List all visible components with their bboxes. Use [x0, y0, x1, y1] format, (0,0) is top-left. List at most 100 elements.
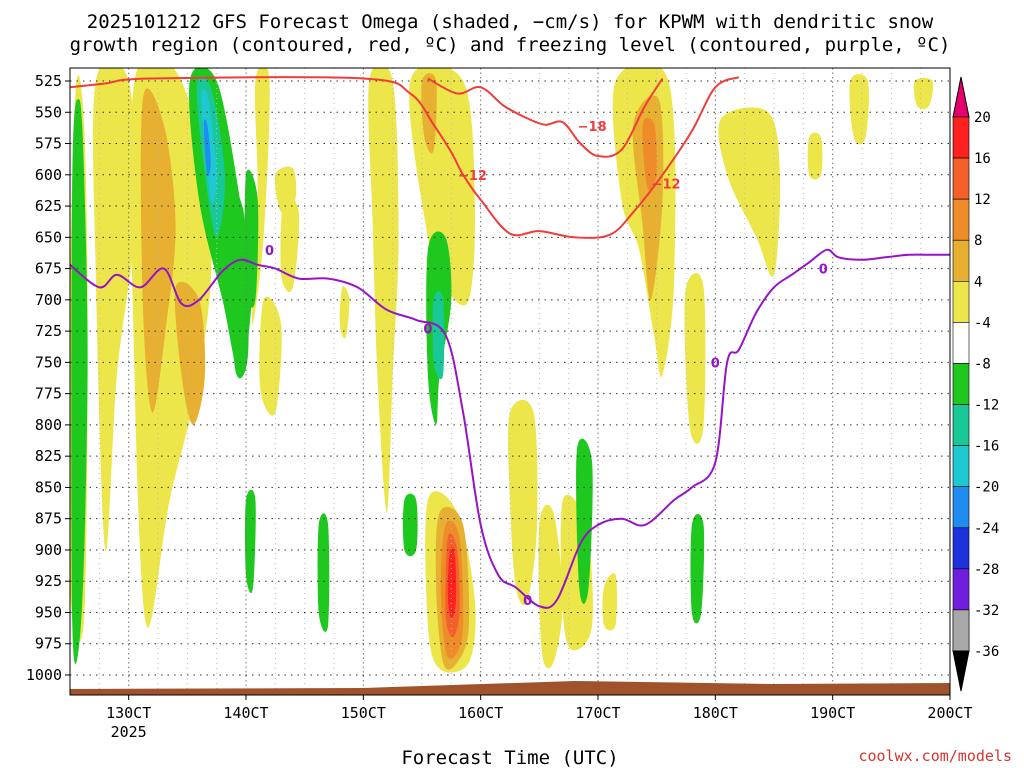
omega-region-p4 — [684, 273, 706, 444]
chart-title-line2: growth region (contoured, red, ºC) and f… — [70, 34, 951, 56]
colorbar-tick-label: -8 — [974, 356, 991, 372]
colorbar-swatch — [952, 239, 970, 282]
colorbar-tick-label: 8 — [974, 233, 982, 249]
omega-region-n4 — [244, 489, 256, 594]
x-tick-label: 170CT — [575, 704, 620, 722]
freezing-level-label: 0 — [819, 263, 828, 278]
colorbar-tick-label: -32 — [974, 603, 999, 619]
colorbar-swatch — [952, 609, 970, 652]
terrain-fill — [70, 681, 950, 695]
omega-region-n16 — [203, 119, 211, 177]
omega-region-p4 — [368, 68, 399, 513]
freezing-level-label: 0 — [711, 356, 720, 371]
y-tick-label: 800 — [35, 416, 62, 434]
colorbar-tick-label: -28 — [974, 562, 999, 578]
isotherm-label: −12 — [458, 169, 487, 184]
x-tick-label: 190CT — [810, 704, 855, 722]
y-axis-ticks: 525 550 575 600 625 650 675 700 725 750 775 800 825 8… — [26, 72, 70, 684]
y-tick-label: 825 — [35, 447, 62, 465]
x-tick-label: 160CT — [458, 704, 503, 722]
isotherm-minus18-line — [427, 77, 664, 158]
colorbar-tick-label: -24 — [974, 521, 999, 537]
omega-region-p4 — [718, 107, 781, 277]
omega-region-p20 — [447, 546, 457, 619]
x-axis-label: Forecast Time (UTC) — [401, 747, 618, 768]
omega-region-p4 — [538, 504, 563, 669]
x-tick-label: 140CT — [223, 704, 268, 722]
colorbar-tick-label: -20 — [974, 480, 999, 496]
colorbar-swatch — [952, 404, 970, 446]
colorbar-tick-label: -16 — [974, 439, 999, 455]
y-tick-label: 750 — [35, 353, 62, 371]
omega-region-p4 — [280, 195, 300, 292]
y-tick-label: 700 — [35, 291, 62, 309]
omega-region-p8 — [421, 73, 437, 154]
omega-region-p12 — [642, 117, 658, 191]
y-tick-label: 650 — [35, 228, 62, 246]
isotherm-minus12-line — [70, 76, 740, 239]
omega-region-p8 — [174, 281, 206, 425]
omega-region-n4 — [690, 513, 705, 624]
colorbar-swatch — [952, 527, 970, 570]
omega-region-n4 — [71, 99, 88, 665]
omega-region-p4 — [807, 132, 823, 180]
omega-region-p4 — [339, 286, 350, 339]
x-tick-label: 200CT — [927, 704, 972, 722]
omega-region-p4 — [259, 296, 282, 416]
y-tick-label: 525 — [35, 72, 62, 90]
colorbar-swatch — [952, 486, 970, 529]
freezing-level-label: 0 — [265, 244, 274, 259]
omega-region-p4 — [92, 68, 136, 552]
isotherm-label: −12 — [652, 178, 681, 193]
y-tick-label: 875 — [35, 510, 62, 528]
colorbar: 20 16 12 8 4 -4 -8 -12 -16 -20 -24 -28 -32 -36 — [952, 76, 999, 692]
y-tick-label: 625 — [35, 197, 62, 215]
omega-region-p4 — [849, 73, 869, 145]
colorbar-bottom-arrow — [952, 650, 970, 692]
x-tick-label: 150CT — [341, 704, 386, 722]
colorbar-swatch — [952, 116, 970, 159]
x-tick-label: 180CT — [693, 704, 738, 722]
freezing-level-label: 0 — [423, 323, 432, 338]
colorbar-tick-label: -4 — [974, 315, 991, 331]
colorbar-swatch — [952, 322, 970, 364]
plot-frame — [69, 67, 951, 696]
y-tick-label: 925 — [35, 572, 62, 590]
y-tick-label: 600 — [35, 166, 62, 184]
credit-text: coolwx.com/models — [858, 747, 1012, 765]
x-tick-year-label: 2025 — [111, 723, 147, 741]
colorbar-swatch — [952, 157, 970, 200]
omega-region-n4 — [224, 190, 249, 379]
omega-region-p4 — [602, 573, 618, 631]
y-tick-label: 675 — [35, 260, 62, 278]
colorbar-swatch — [952, 445, 970, 487]
isotherm-label: −18 — [578, 120, 607, 135]
colorbar-swatch — [952, 198, 970, 241]
colorbar-tick-label: 12 — [974, 192, 991, 208]
y-tick-label: 850 — [35, 478, 62, 496]
terrain — [70, 681, 950, 695]
y-tick-label: 900 — [35, 541, 62, 559]
y-tick-label: 550 — [35, 103, 62, 121]
omega-region-n4 — [402, 493, 418, 557]
y-tick-label: 775 — [35, 385, 62, 403]
colorbar-swatch — [952, 281, 970, 323]
colorbar-swatch — [952, 363, 970, 405]
colorbar-tick-label: -36 — [974, 644, 999, 660]
colorbar-tick-label: 16 — [974, 151, 991, 167]
freezing-level: 0 0 0 0 0 — [70, 244, 950, 609]
chart-title-line1: 2025101212 GFS Forecast Omega (shaded, −… — [87, 11, 934, 33]
freezing-level-label: 0 — [523, 594, 532, 609]
colorbar-tick-label: 4 — [974, 274, 982, 290]
plot-area: −12 −12 −18 0 0 0 0 0 — [69, 67, 951, 696]
freezing-level-line — [70, 248, 950, 609]
y-tick-label: 575 — [35, 135, 62, 153]
y-tick-label: 975 — [35, 635, 62, 653]
colorbar-tick-label: 20 — [974, 110, 991, 126]
colorbar-top-arrow — [952, 76, 970, 118]
colorbar-tick-label: -12 — [974, 398, 999, 414]
colorbar-swatch — [952, 568, 970, 611]
omega-region-n4 — [244, 169, 259, 308]
